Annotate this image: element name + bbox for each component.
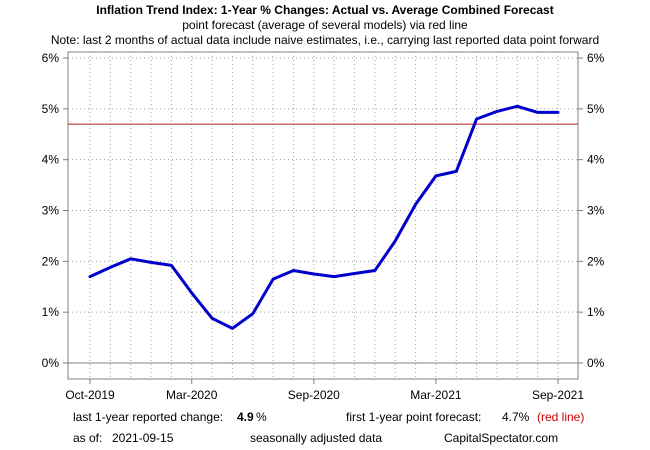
y-tick-label-right: 0% — [587, 356, 605, 370]
forecast-value: 4.7% — [502, 410, 530, 424]
y-tick-label-right: 2% — [587, 254, 605, 268]
x-tick-label: Mar-2020 — [166, 388, 218, 402]
last-change-value: 4.9 — [237, 410, 254, 424]
asof-value: 2021-09-15 — [112, 431, 174, 445]
y-tick-label-right: 4% — [587, 153, 605, 167]
chart-title: Inflation Trend Index: 1-Year % Changes:… — [96, 3, 553, 17]
source-label: CapitalSpectator.com — [444, 431, 558, 445]
y-tick-label-left: 3% — [42, 204, 60, 218]
y-tick-label-left: 0% — [42, 356, 60, 370]
x-tick-label: Oct-2019 — [65, 388, 115, 402]
series-layer — [88, 104, 560, 330]
last-change-label: last 1-year reported change: — [73, 410, 223, 424]
chart-note: Note: last 2 months of actual data inclu… — [51, 33, 599, 47]
x-tick-label: Sep-2021 — [532, 388, 584, 402]
seasonal-note: seasonally adjusted data — [250, 431, 382, 445]
y-tick-label-right: 6% — [587, 51, 605, 65]
plot-area — [67, 51, 579, 380]
y-axis-left: 0% 1% 2% 3% 4% 5% 6% — [42, 51, 68, 370]
x-tick-label: Sep-2020 — [288, 388, 340, 402]
asof-label: as of: — [73, 431, 102, 445]
grid-layer — [68, 52, 578, 379]
y-tick-label-right: 3% — [587, 204, 605, 218]
x-tick-label: Mar-2021 — [410, 388, 462, 402]
y-tick-label-left: 1% — [42, 305, 60, 319]
forecast-note: (red line) — [537, 410, 584, 424]
x-axis: Oct-2019 Mar-2020 Sep-2020 Mar-2021 Sep-2021 — [65, 379, 584, 402]
series-line-actual — [88, 104, 560, 330]
y-tick-label-right: 1% — [587, 305, 605, 319]
chart-subtitle: point forecast (average of several model… — [182, 18, 468, 32]
y-tick-label-left: 6% — [42, 51, 60, 65]
y-tick-label-left: 5% — [42, 102, 60, 116]
y-tick-label-right: 5% — [587, 102, 605, 116]
y-tick-label-left: 4% — [42, 153, 60, 167]
last-change-unit: % — [256, 410, 267, 424]
y-tick-label-left: 2% — [42, 254, 60, 268]
y-axis-right: 0% 1% 2% 3% 4% 5% 6% — [578, 51, 605, 370]
forecast-label: first 1-year point forecast: — [346, 410, 481, 424]
